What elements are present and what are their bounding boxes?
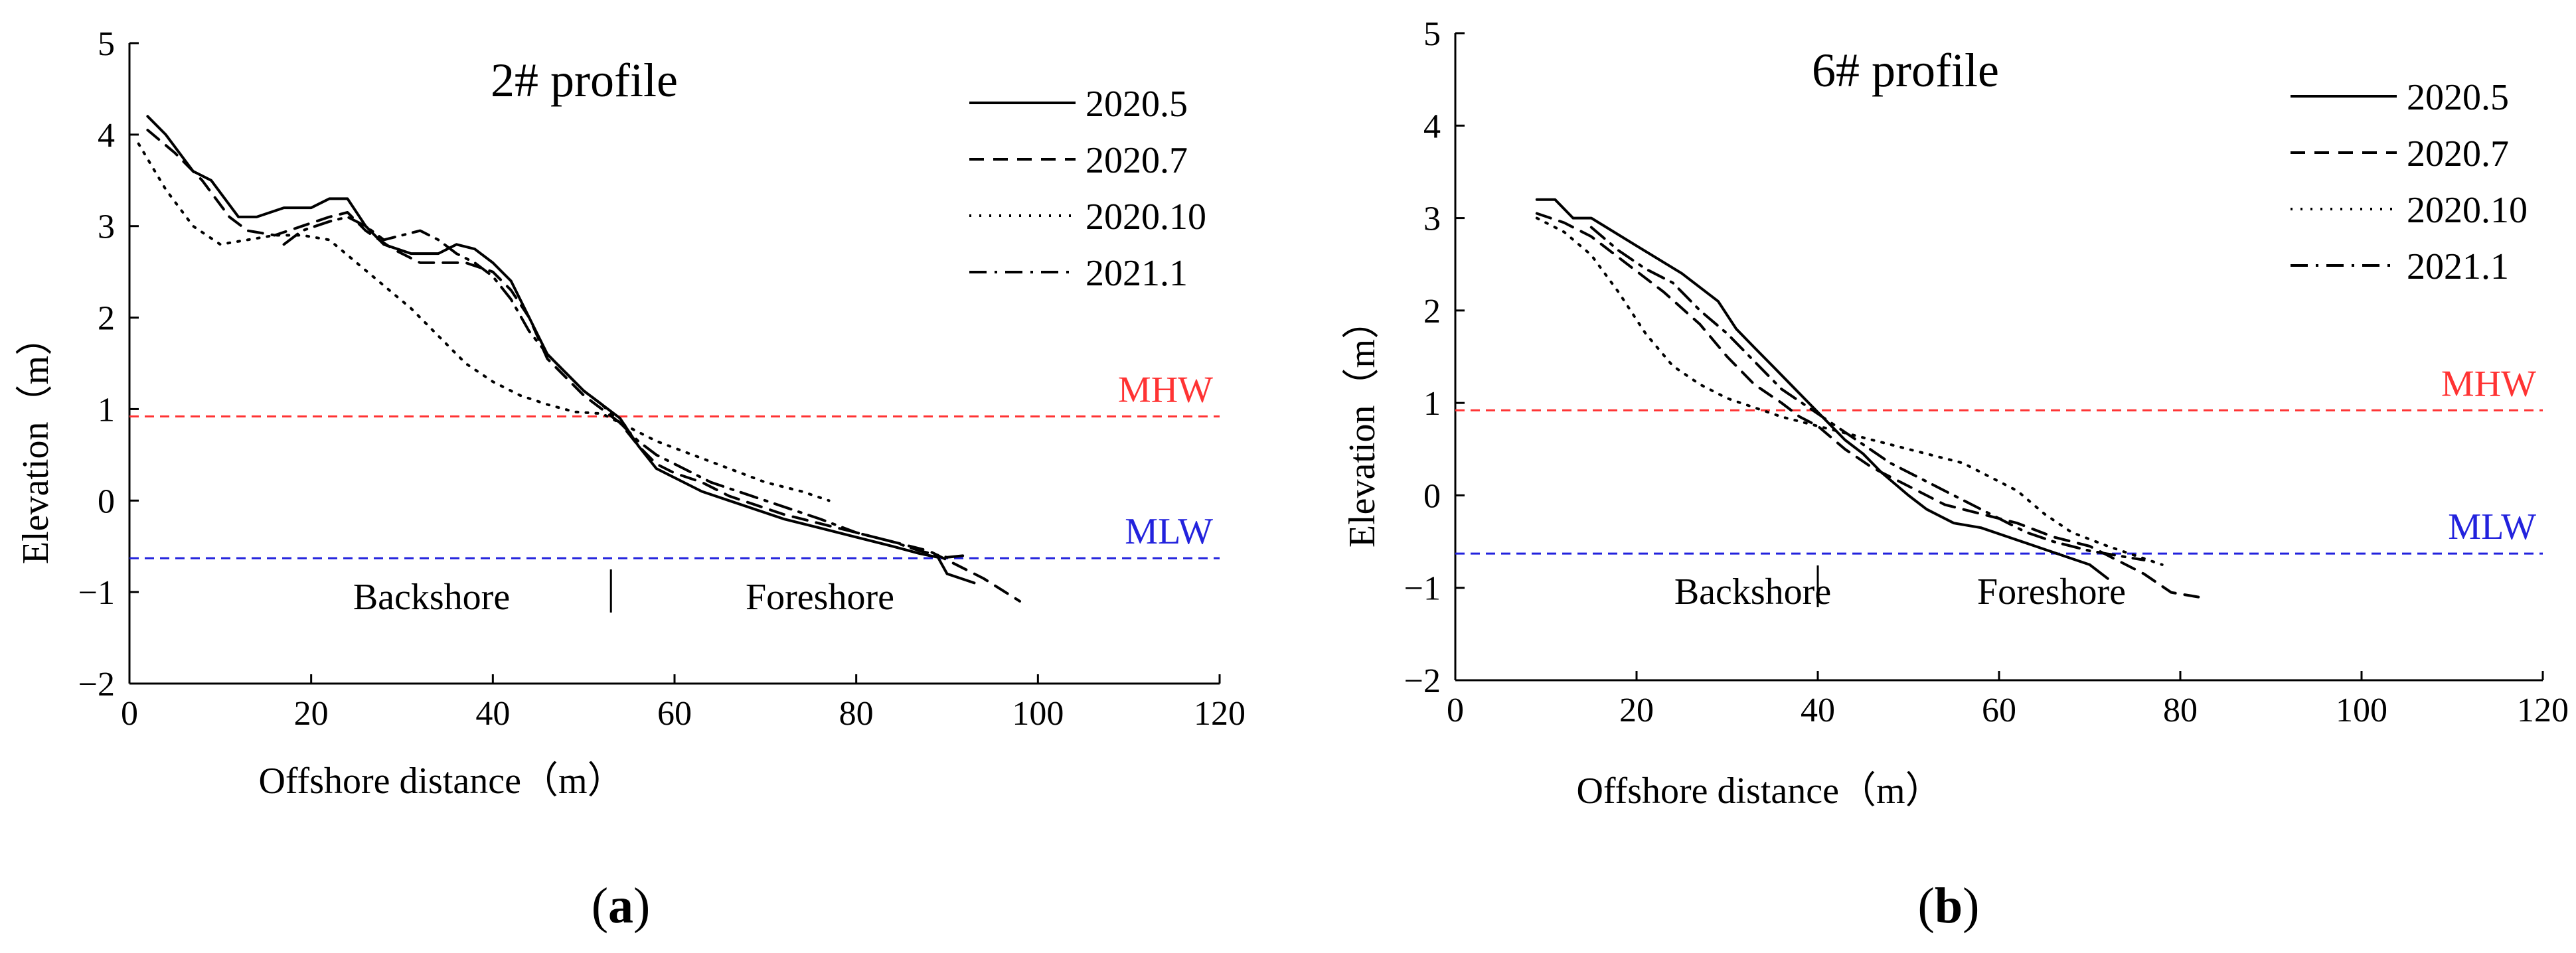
legend-label: 2020.10 [2407, 190, 2528, 231]
x-tick-label: 80 [839, 695, 874, 733]
x-tick-label: 100 [2336, 692, 2387, 729]
legend-label: 2021.1 [1086, 253, 1188, 294]
x-tick-label: 40 [1801, 692, 1835, 729]
chart-title: 2# profile [491, 54, 678, 107]
y-tick-label: 0 [98, 482, 115, 520]
zone-label-backshore: Backshore [1674, 571, 1831, 613]
series-line-2020-7 [146, 129, 1021, 603]
legend-label: 2020.10 [1086, 196, 1206, 238]
y-tick-label: 2 [1423, 293, 1441, 330]
legend-label: 2020.5 [1086, 84, 1188, 125]
x-tick-label: 0 [121, 695, 138, 733]
y-tick-label: 5 [98, 25, 115, 63]
zone-label-foreshore: Foreshore [1977, 571, 2126, 613]
chart-title: 6# profile [1812, 44, 1999, 97]
panel-caption-letter: b [1935, 878, 1963, 934]
y-tick-label: 1 [98, 391, 115, 429]
y-tick-label: 4 [1423, 108, 1441, 145]
x-tick-label: 100 [1012, 695, 1064, 733]
zone-label-foreshore: Foreshore [746, 577, 894, 618]
series-line-2021-1 [282, 215, 967, 559]
reference-label-mlw: MLW [1125, 511, 1213, 552]
legend-label: 2020.7 [2407, 133, 2509, 175]
y-tick-label: 0 [1423, 477, 1441, 515]
y-tick-label: 2 [98, 300, 115, 338]
y-tick-label: −1 [78, 574, 115, 612]
x-axis-title: Offshore distance（m） [258, 761, 624, 802]
reference-label-mhw: MHW [2441, 363, 2536, 404]
panel-a: 2# profile Offshore distance（m） Elevatio… [15, 25, 1246, 934]
y-tick-label: 4 [98, 117, 115, 155]
legend-label: 2020.7 [1086, 140, 1188, 181]
y-tick-label: −1 [1404, 570, 1441, 608]
y-tick-label: −2 [78, 666, 115, 703]
y-tick-label: 1 [1423, 385, 1441, 423]
y-axis-title: Elevation（m） [15, 319, 56, 564]
y-tick-label: −2 [1404, 662, 1441, 700]
reference-label-mlw: MLW [2448, 506, 2536, 548]
reference-label-mhw: MHW [1118, 369, 1213, 410]
y-tick-label: 5 [1423, 15, 1441, 53]
series-line-2020-5 [1535, 198, 2109, 580]
panel-caption: (a) [592, 878, 651, 934]
series-line-2020-10 [137, 142, 831, 502]
x-tick-label: 40 [475, 695, 510, 733]
zone-label-backshore: Backshore [353, 577, 510, 618]
y-tick-label: 3 [1423, 200, 1441, 238]
legend-label: 2020.5 [2407, 77, 2509, 118]
x-tick-label: 20 [1619, 692, 1654, 729]
x-tick-label: 120 [1194, 695, 1246, 733]
series-line-2020-10 [1535, 216, 2164, 566]
x-tick-label: 20 [294, 695, 329, 733]
series-line-2020-7 [1535, 212, 2200, 599]
y-axis-title: Elevation（m） [1342, 302, 1383, 548]
panel-b: 6# profile Offshore distance（m） Elevatio… [1342, 15, 2569, 934]
x-axis-title: Offshore distance（m） [1576, 770, 1942, 812]
x-tick-label: 0 [1447, 692, 1464, 729]
x-tick-label: 120 [2517, 692, 2569, 729]
x-tick-label: 80 [2163, 692, 2198, 729]
series-line-2020-5 [146, 115, 976, 585]
legend-label: 2021.1 [2407, 246, 2509, 287]
x-tick-label: 60 [657, 695, 692, 733]
series-line-2021-1 [1589, 226, 2146, 561]
panel-caption: (b) [1918, 878, 1980, 934]
panel-caption-letter: a [608, 878, 633, 934]
y-tick-label: 3 [98, 208, 115, 246]
x-tick-label: 60 [1982, 692, 2016, 729]
